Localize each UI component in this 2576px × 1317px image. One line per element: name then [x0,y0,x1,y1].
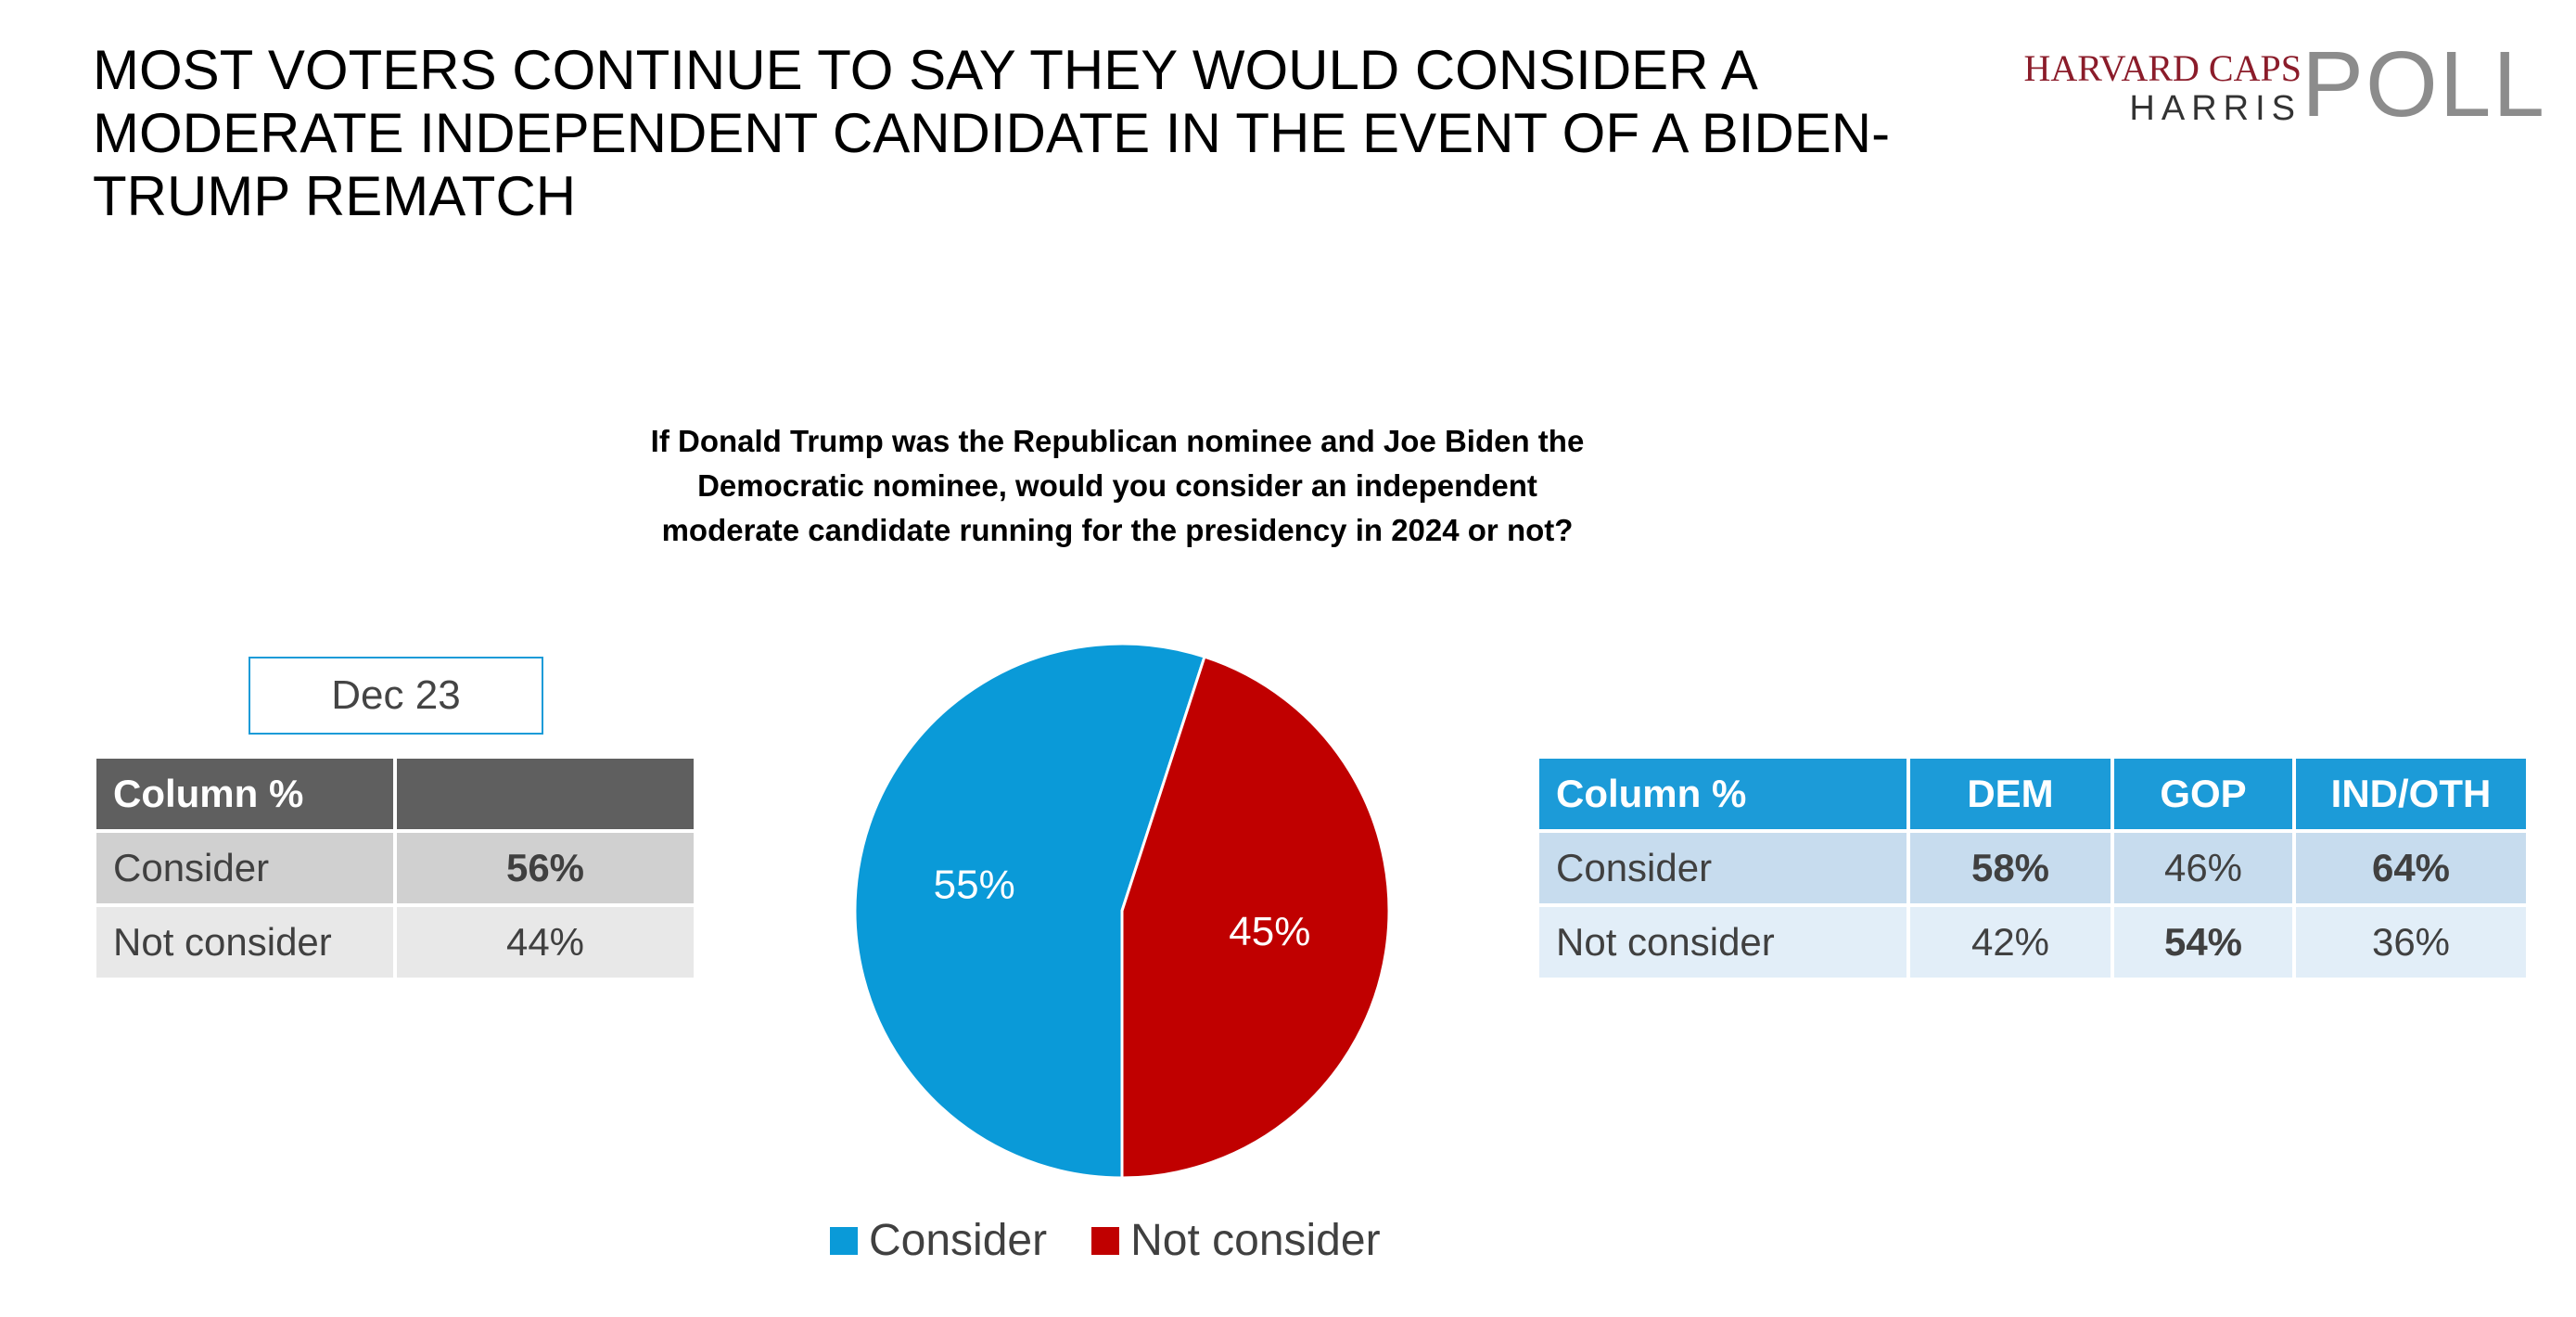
header-ind-oth: IND/OTH [2296,759,2526,829]
header-empty [397,759,694,829]
table-row: Consider 56% [96,833,694,903]
survey-question: If Donald Trump was the Republican nomin… [650,424,1585,547]
date-label: Dec 23 [331,672,461,718]
page-title: MOST VOTERS CONTINUE TO SAY THEY WOULD C… [93,39,1891,227]
party-breakdown-table: Column % DEM GOP IND/OTH Consider 58% 46… [1536,755,2530,981]
header-dem: DEM [1910,759,2111,829]
legend-item-not-consider: Not consider [1091,1215,1381,1266]
legend-label-not-consider: Not consider [1130,1216,1381,1265]
logo-harris: HARRIS [2129,89,2302,128]
header-column-pct: Column % [96,759,393,829]
cell-ind-consider: 64% [2296,833,2526,903]
row-label-consider: Consider [1539,833,1906,903]
logo-poll: POLL [2302,32,2546,136]
row-label-consider: Consider [96,833,393,903]
table-row: Consider 58% 46% 64% [1539,833,2526,903]
chart-legend: Consider Not consider [830,1215,1425,1266]
row-label-not-consider: Not consider [1539,907,1906,978]
pie-slice-not-consider [1120,655,1391,1180]
date-label-box: Dec 23 [249,657,543,735]
pie-slice-consider [853,642,1206,1180]
overall-results-table: Column % Consider 56% Not consider 44% [93,755,697,981]
harvard-caps-harris-poll-logo: HARVARD CAPS HARRIS POLL [2024,33,2550,135]
row-value-not-consider: 44% [397,907,694,978]
table-row: Not consider 44% [96,907,694,978]
header-column-pct: Column % [1539,759,1906,829]
cell-gop-consider: 46% [2114,833,2292,903]
cell-ind-not-consider: 36% [2296,907,2526,978]
legend-label-consider: Consider [869,1216,1048,1265]
legend-swatch-not-consider [1091,1226,1120,1255]
row-value-consider: 56% [397,833,694,903]
data-label-not-consider: 45% [1229,909,1310,954]
cell-dem-not-consider: 42% [1910,907,2111,978]
table-row: Not consider 42% 54% 36% [1539,907,2526,978]
header-gop: GOP [2114,759,2292,829]
data-label-consider: 55% [934,862,1015,907]
table-header-row: Column % [96,759,694,829]
logo-harvard-caps: HARVARD CAPS [2023,47,2302,89]
legend-swatch-consider [830,1226,858,1255]
row-label-not-consider: Not consider [96,907,393,978]
legend-item-consider: Consider [830,1215,1047,1266]
cell-gop-not-consider: 54% [2114,907,2292,978]
cell-dem-consider: 58% [1910,833,2111,903]
table-header-row: Column % DEM GOP IND/OTH [1539,759,2526,829]
